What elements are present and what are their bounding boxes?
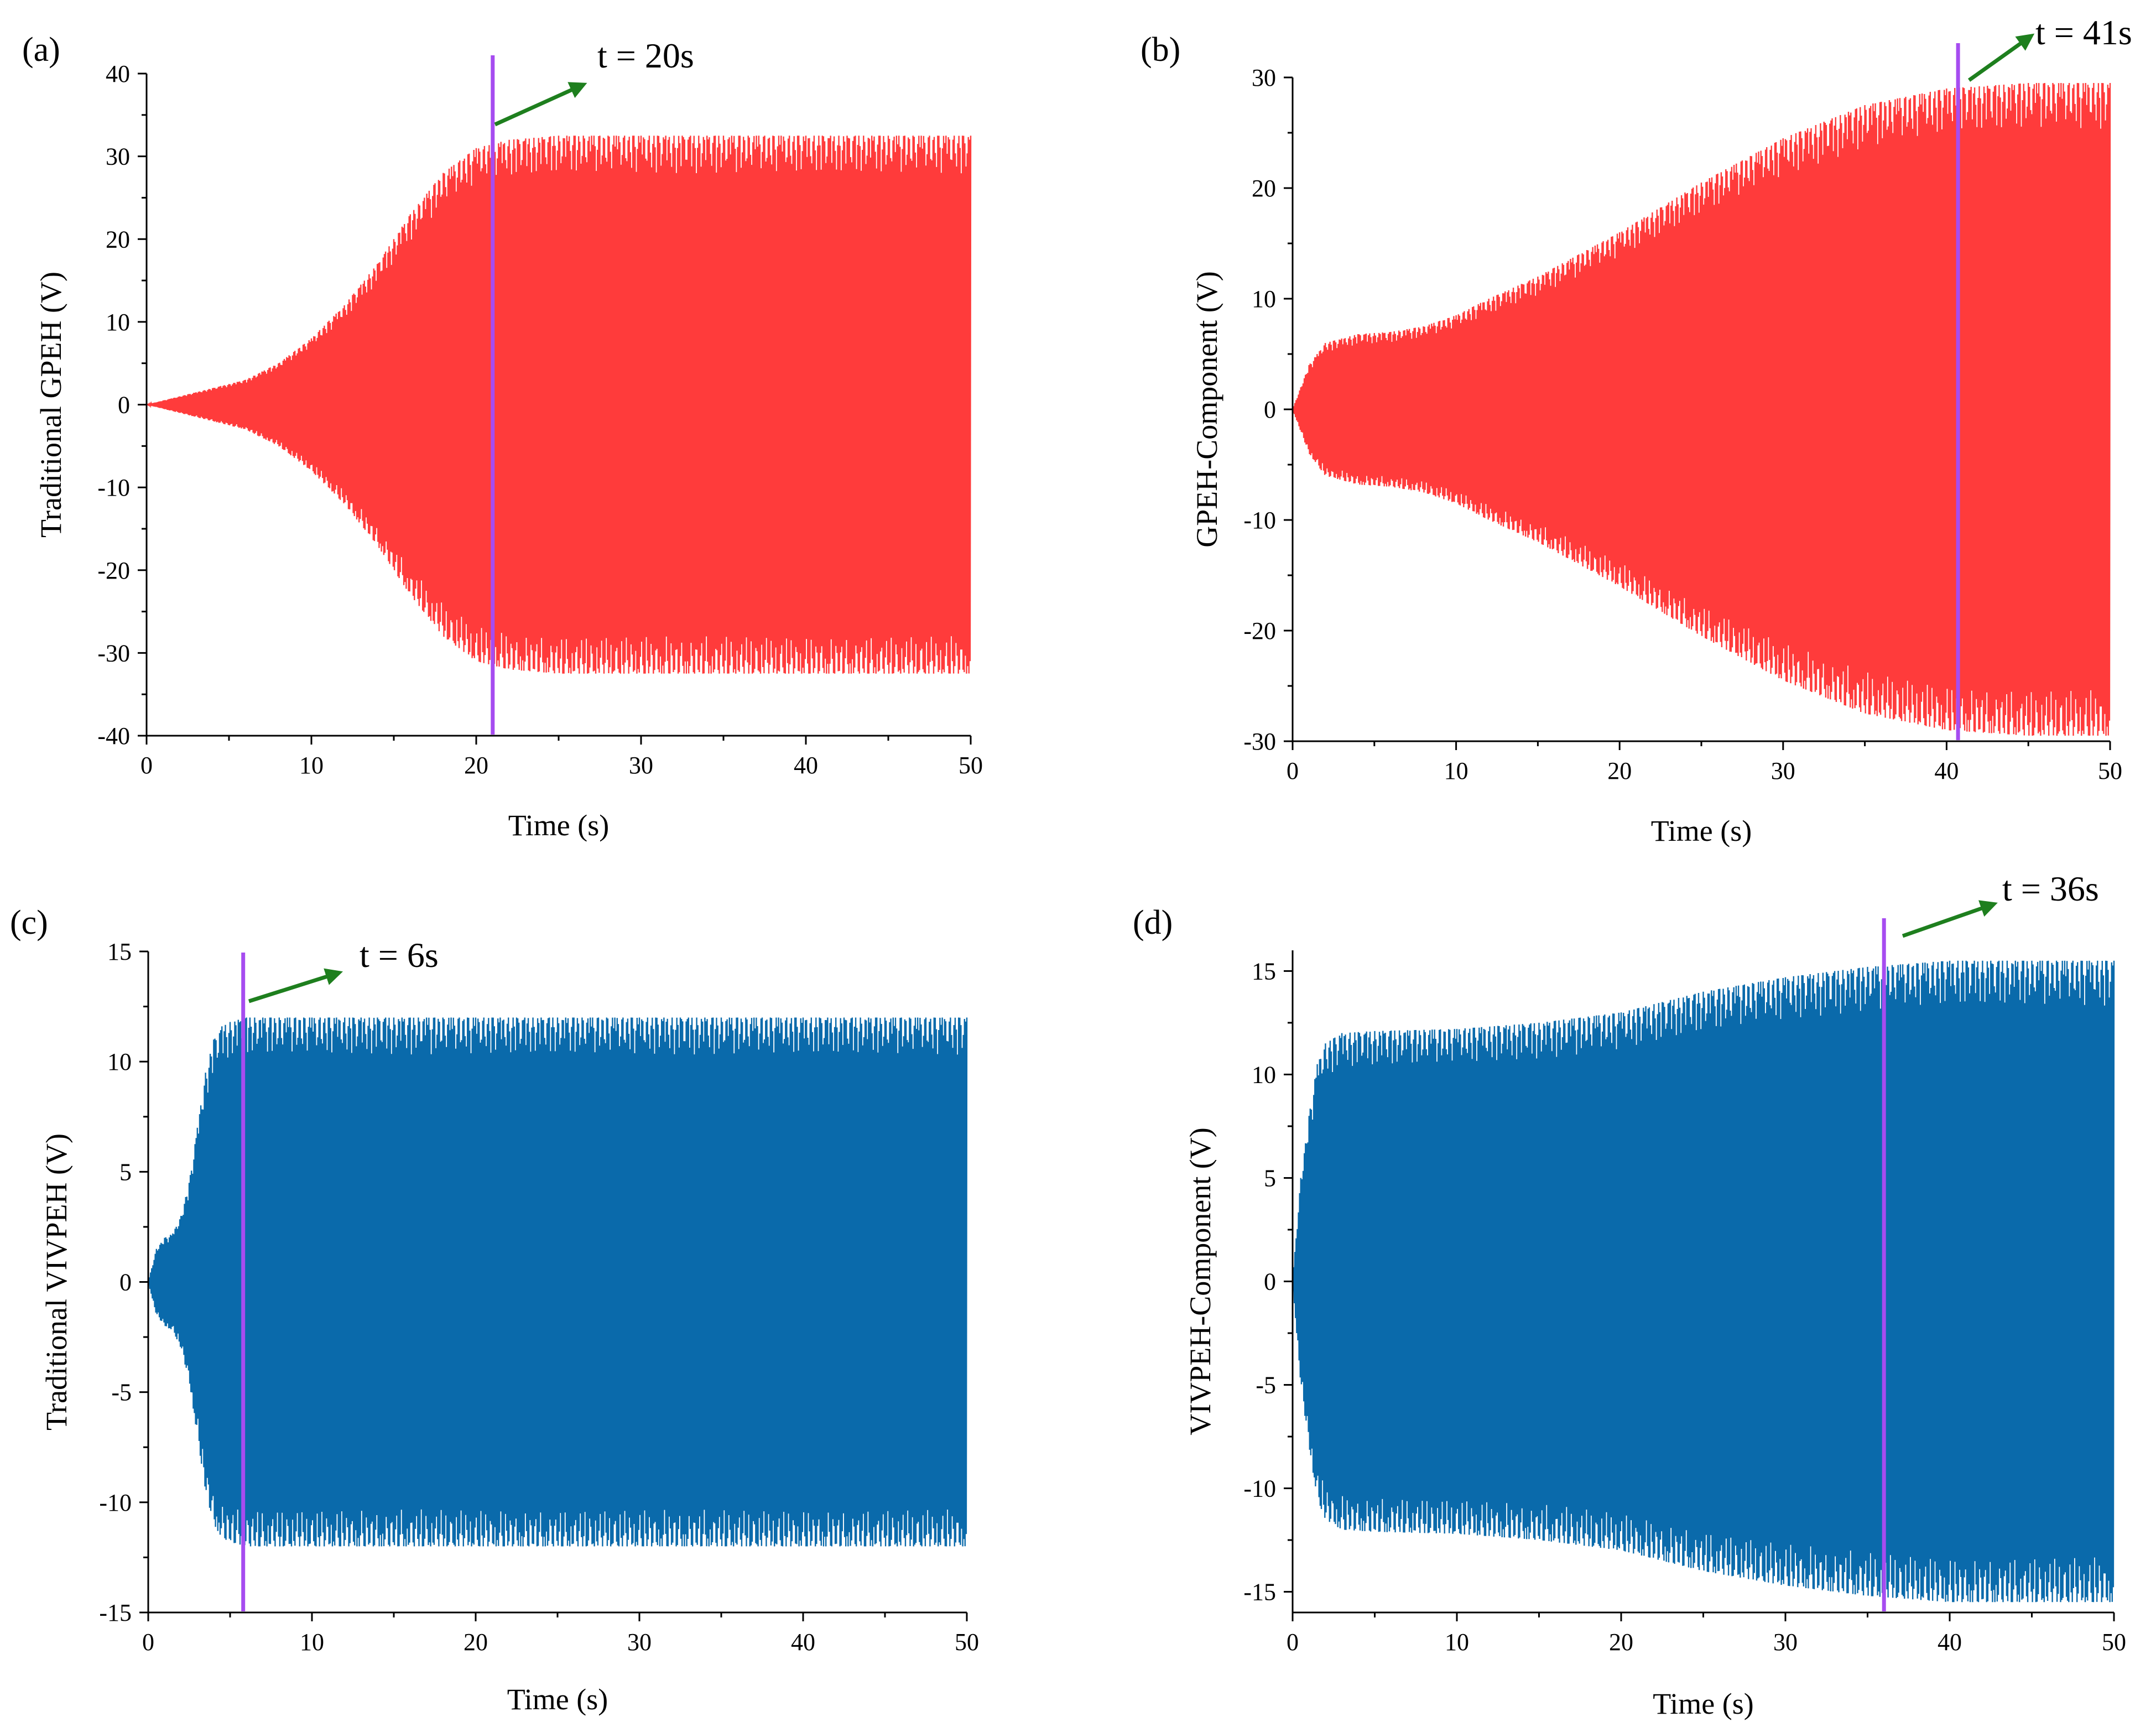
- y-tick-label: 10: [1252, 285, 1276, 313]
- x-tick-label: 20: [464, 1629, 488, 1656]
- annotation-arrow: [494, 82, 587, 127]
- annotation-arrow: [248, 968, 343, 1003]
- annotation-arrow: [1902, 900, 1998, 938]
- y-tick-label: 0: [1264, 396, 1276, 423]
- x-tick-label: 20: [464, 752, 488, 779]
- annotation-arrow: [1967, 33, 2035, 82]
- time-annotation: t = 6s: [360, 935, 439, 975]
- time-annotation: t = 41s: [2035, 13, 2132, 52]
- x-tick-label: 50: [959, 752, 983, 779]
- y-tick-label: 15: [1252, 958, 1276, 985]
- y-tick-label: -10: [1243, 507, 1276, 534]
- y-tick-label: 0: [118, 392, 130, 419]
- x-tick-label: 30: [629, 752, 653, 779]
- x-tick-label: 10: [299, 752, 324, 779]
- time-annotation: t = 36s: [2002, 869, 2099, 908]
- y-tick-label: 10: [106, 309, 130, 336]
- y-axis-label: GPEH-Component (V): [1190, 271, 1223, 547]
- series-line-4: [1291, 960, 2115, 1603]
- x-tick-label: 20: [1607, 757, 1632, 784]
- series-line-1: [146, 136, 972, 674]
- time-annotation: t = 20s: [597, 36, 694, 75]
- y-tick-label: -30: [97, 639, 130, 667]
- y-tick-label: -10: [99, 1489, 132, 1516]
- x-tick-label: 0: [140, 752, 153, 779]
- y-tick-label: -30: [1243, 728, 1276, 755]
- y-tick-label: 5: [119, 1158, 132, 1185]
- y-tick-label: 20: [106, 226, 130, 253]
- x-axis-label: Time (s): [1651, 814, 1752, 847]
- panel-label: (a): [22, 31, 60, 69]
- x-tick-label: 50: [2102, 1629, 2126, 1656]
- x-tick-label: 30: [1773, 1629, 1798, 1656]
- y-tick-label: -10: [97, 474, 130, 501]
- y-tick-label: -5: [1256, 1372, 1276, 1399]
- y-tick-label: -5: [111, 1379, 132, 1406]
- y-tick-label: 10: [107, 1048, 132, 1075]
- x-tick-label: 40: [1934, 757, 1959, 784]
- y-tick-label: 0: [1264, 1268, 1276, 1296]
- y-axis-label: VIVPEH-Component (V): [1184, 1127, 1217, 1435]
- x-tick-label: 0: [1287, 757, 1299, 784]
- y-tick-label: 40: [106, 60, 130, 87]
- x-axis-label: Time (s): [507, 1683, 608, 1716]
- x-tick-label: 10: [1444, 757, 1468, 784]
- y-axis-label: Traditional VIVPEH (V): [40, 1133, 73, 1430]
- x-tick-label: 30: [1771, 757, 1795, 784]
- chart-panel-2: 0 10 20 30 40 50 30 20 10 0 -10 -20 -30 Time (s) GPEH-…: [1141, 13, 2132, 847]
- x-axis-label: Time (s): [508, 809, 610, 842]
- y-tick-label: -20: [1243, 617, 1276, 644]
- y-tick-label: -20: [97, 557, 130, 584]
- y-axis-label: Traditional GPEH (V): [34, 272, 67, 538]
- y-tick-label: -10: [1243, 1475, 1276, 1502]
- x-tick-label: 0: [142, 1629, 154, 1656]
- y-tick-label: 10: [1252, 1061, 1276, 1088]
- x-tick-label: 20: [1609, 1629, 1633, 1656]
- y-tick-label: -15: [99, 1599, 132, 1626]
- x-tick-label: 40: [791, 1629, 815, 1656]
- x-tick-label: 40: [1938, 1629, 1962, 1656]
- y-tick-label: -40: [97, 722, 130, 750]
- series-line-3: [147, 1017, 968, 1547]
- y-tick-label: -15: [1243, 1579, 1276, 1606]
- x-tick-label: 10: [300, 1629, 324, 1656]
- series-line-2: [1291, 82, 2111, 736]
- y-tick-label: 30: [106, 143, 130, 170]
- panel-label: (c): [10, 904, 48, 941]
- x-tick-label: 50: [955, 1629, 979, 1656]
- panel-label: (b): [1141, 31, 1180, 69]
- panel-label: (d): [1133, 904, 1173, 941]
- y-tick-label: 20: [1252, 175, 1276, 202]
- x-tick-label: 50: [2098, 757, 2122, 784]
- x-tick-label: 30: [627, 1629, 652, 1656]
- x-tick-label: 0: [1287, 1629, 1299, 1656]
- y-tick-label: 5: [1264, 1164, 1276, 1192]
- x-axis-label: Time (s): [1653, 1687, 1754, 1720]
- x-tick-label: 10: [1445, 1629, 1469, 1656]
- x-tick-label: 40: [794, 752, 818, 779]
- y-tick-label: 30: [1252, 64, 1276, 91]
- chart-panel-1: 0 10 20 30 40 50 40 30 20 10 0 -10 -20 -30 -40 Time (s)…: [22, 31, 983, 842]
- y-tick-label: 15: [107, 938, 132, 965]
- y-tick-label: 0: [119, 1269, 132, 1296]
